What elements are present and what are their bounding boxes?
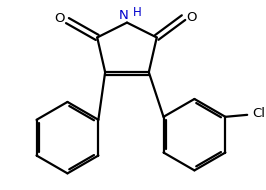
Text: O: O [186,11,197,24]
Text: H: H [132,6,141,19]
Text: Cl: Cl [253,107,265,120]
Text: N: N [119,9,129,22]
Text: O: O [54,12,65,25]
